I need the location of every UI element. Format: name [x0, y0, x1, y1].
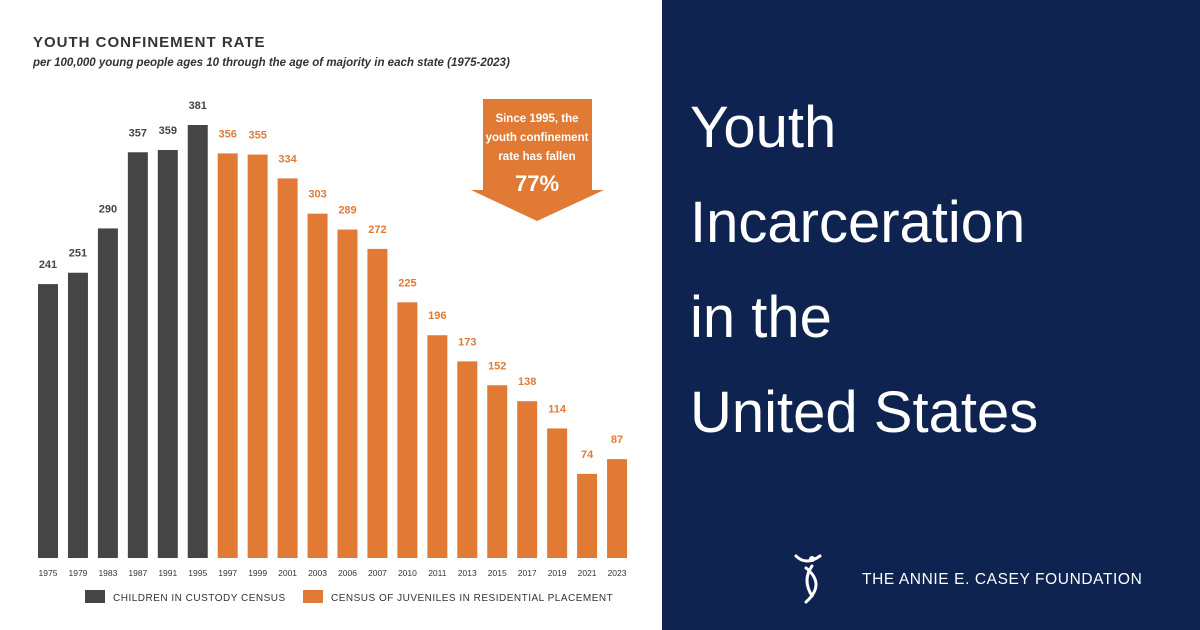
x-tick-label: 2011: [428, 568, 447, 578]
x-tick-label: 2010: [398, 568, 417, 578]
x-tick-label: 1979: [68, 568, 87, 578]
bar: [367, 248, 388, 558]
annotation-text: Since 1995, the: [495, 113, 578, 125]
x-tick-label: 2017: [518, 568, 537, 578]
value-label: 152: [488, 360, 506, 372]
bar: [247, 154, 268, 558]
x-tick-label: 1983: [98, 568, 117, 578]
x-tick-label: 2021: [578, 568, 597, 578]
bar: [397, 302, 418, 558]
bar: [457, 361, 478, 558]
bar: [97, 228, 118, 558]
x-tick-label: 2001: [278, 568, 297, 578]
value-label: 303: [308, 189, 326, 201]
value-label: 87: [611, 434, 623, 446]
x-tick-label: 2015: [488, 568, 507, 578]
value-label: 381: [189, 100, 207, 112]
logo-icon: [794, 554, 822, 604]
x-tick-label: 1999: [248, 568, 267, 578]
x-tick-label: 2007: [368, 568, 387, 578]
legend-label: CENSUS OF JUVENILES IN RESIDENTIAL PLACE…: [331, 593, 613, 604]
value-label: 359: [159, 125, 177, 137]
x-tick-label: 1987: [128, 568, 147, 578]
value-label: 114: [548, 403, 567, 415]
annotation-arrow: [471, 99, 604, 221]
bar: [517, 401, 538, 558]
legend-swatch: [85, 590, 105, 603]
x-tick-label: 2013: [458, 568, 477, 578]
bar: [307, 213, 328, 558]
x-tick-label: 2023: [608, 568, 627, 578]
chart-title: YOUTH CONFINEMENT RATE: [33, 34, 266, 51]
value-label: 355: [248, 130, 266, 142]
bar: [337, 229, 358, 558]
bar: [157, 150, 178, 558]
value-label: 356: [219, 128, 237, 140]
x-tick-label: 1995: [188, 568, 207, 578]
value-label: 289: [338, 205, 356, 217]
annotation-text: youth confinement: [486, 132, 589, 144]
value-label: 290: [99, 203, 117, 215]
value-label: 225: [398, 277, 416, 289]
headline: Youth: [690, 95, 836, 160]
value-label: 173: [458, 336, 476, 348]
brand: THE ANNIE E. CASEY FOUNDATION: [862, 571, 1142, 588]
value-label: 272: [368, 224, 386, 236]
headline-panel: [662, 0, 1200, 630]
x-tick-label: 1997: [218, 568, 237, 578]
x-tick-label: 2019: [548, 568, 567, 578]
legend-label: CHILDREN IN CUSTODY CENSUS: [113, 593, 286, 604]
x-tick-label: 1991: [158, 568, 177, 578]
headline: in the: [690, 285, 832, 350]
chart-subtitle: per 100,000 young people ages 10 through…: [32, 57, 510, 69]
headline: Incarceration: [690, 190, 1025, 255]
x-tick-label: 2003: [308, 568, 327, 578]
value-label: 241: [39, 259, 57, 271]
value-label: 334: [278, 153, 297, 165]
bar: [427, 335, 448, 558]
value-label: 138: [518, 376, 536, 388]
x-tick-label: 1975: [39, 568, 58, 578]
bar: [487, 385, 508, 558]
x-tick-label: 2006: [338, 568, 357, 578]
bar: [67, 272, 88, 558]
annotation-figure: 77%: [515, 171, 559, 196]
bar: [577, 473, 598, 558]
value-label: 357: [129, 127, 147, 139]
legend-swatch: [303, 590, 323, 603]
bar: [217, 153, 238, 558]
bar: [38, 284, 58, 558]
bar: [187, 125, 208, 558]
headline: United States: [690, 380, 1038, 445]
value-label: 196: [428, 310, 446, 322]
value-label: 74: [581, 449, 594, 461]
bar: [607, 459, 628, 558]
bar: [127, 152, 148, 559]
bar: [277, 178, 298, 558]
bar: [547, 428, 568, 558]
annotation-text: rate has fallen: [498, 151, 575, 163]
value-label: 251: [69, 248, 87, 260]
